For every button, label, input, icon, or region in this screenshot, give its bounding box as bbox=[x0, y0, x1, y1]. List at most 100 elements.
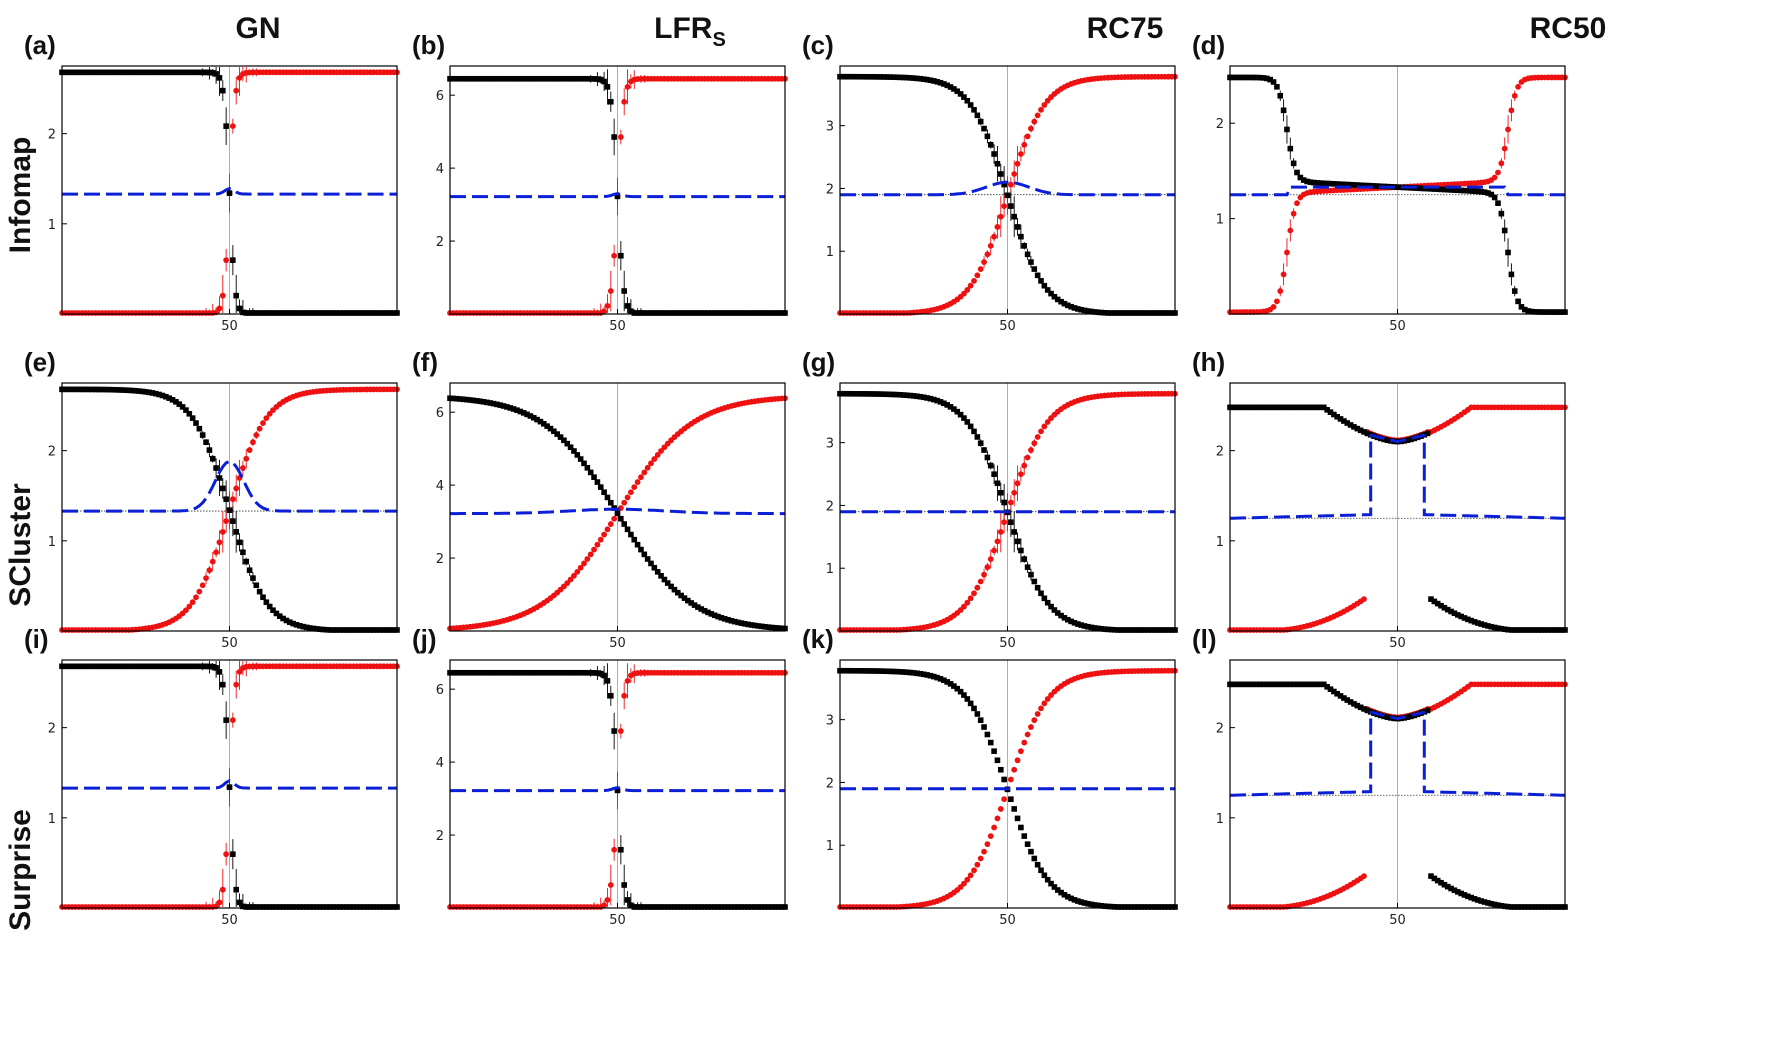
black-point bbox=[370, 904, 377, 910]
black-point bbox=[698, 904, 705, 910]
panel-g: (g) 1 2 3 50 bbox=[802, 347, 1178, 651]
red-point bbox=[607, 882, 614, 888]
black-point bbox=[317, 904, 323, 910]
black-point bbox=[1031, 266, 1038, 272]
black-point bbox=[463, 75, 470, 82]
black-point bbox=[974, 711, 981, 717]
black-point bbox=[380, 904, 387, 910]
black-point bbox=[500, 75, 507, 82]
y-tick-label: 1 bbox=[826, 562, 834, 577]
red-point bbox=[1290, 210, 1297, 217]
black-point bbox=[557, 434, 564, 440]
red-point bbox=[994, 815, 1001, 822]
black-point bbox=[270, 310, 276, 316]
black-point bbox=[778, 904, 785, 910]
black-point bbox=[1071, 897, 1078, 903]
black-point bbox=[1024, 841, 1031, 847]
black-point bbox=[1304, 178, 1310, 185]
black-point bbox=[1351, 701, 1357, 707]
black-point bbox=[1478, 898, 1485, 904]
black-point bbox=[1041, 282, 1048, 289]
black-point bbox=[1105, 310, 1111, 316]
black-point bbox=[1024, 564, 1031, 570]
x-tick-label: 50 bbox=[609, 319, 626, 334]
black-point bbox=[937, 79, 944, 86]
black-point bbox=[910, 393, 917, 399]
black-point bbox=[497, 402, 504, 408]
black-point bbox=[941, 400, 947, 407]
black-point bbox=[1014, 815, 1021, 822]
black-point bbox=[1158, 904, 1165, 910]
black-point bbox=[1290, 160, 1297, 167]
black-point bbox=[343, 904, 350, 910]
black-point bbox=[1458, 890, 1464, 897]
y-tick-label: 4 bbox=[436, 479, 444, 494]
black-point bbox=[490, 669, 497, 676]
black-point bbox=[213, 665, 219, 671]
red-point bbox=[229, 717, 236, 724]
black-point bbox=[287, 904, 293, 910]
black-point bbox=[853, 391, 860, 397]
x-tick-label: 50 bbox=[609, 636, 626, 651]
red-point bbox=[246, 447, 253, 453]
black-point bbox=[847, 73, 853, 80]
black-point bbox=[360, 310, 367, 316]
y-tick-label: 1 bbox=[48, 535, 56, 550]
red-point bbox=[658, 448, 664, 454]
black-point bbox=[189, 415, 196, 421]
black-point bbox=[450, 75, 457, 82]
black-point bbox=[1485, 190, 1491, 196]
black-point bbox=[1552, 309, 1558, 315]
black-point bbox=[914, 393, 920, 400]
black-point bbox=[880, 668, 887, 674]
black-point bbox=[89, 386, 95, 393]
red-point bbox=[967, 872, 974, 879]
red-point bbox=[641, 469, 648, 476]
black-point bbox=[1155, 627, 1162, 633]
black-point bbox=[1091, 902, 1098, 908]
black-point bbox=[337, 627, 343, 633]
black-point bbox=[597, 76, 604, 83]
black-point bbox=[874, 391, 880, 397]
black-point bbox=[551, 669, 557, 676]
black-point bbox=[159, 69, 166, 76]
black-point bbox=[731, 618, 738, 625]
black-point bbox=[934, 78, 940, 85]
black-point bbox=[1307, 681, 1314, 688]
black-point bbox=[1545, 309, 1552, 315]
black-point bbox=[1478, 188, 1485, 195]
black-point bbox=[206, 663, 213, 670]
black-point bbox=[1254, 681, 1260, 688]
black-point bbox=[129, 69, 136, 76]
black-point bbox=[1344, 697, 1351, 703]
black-point bbox=[880, 391, 887, 397]
black-point bbox=[354, 627, 360, 633]
black-point bbox=[65, 69, 72, 76]
black-point bbox=[323, 626, 330, 633]
black-point bbox=[524, 669, 530, 676]
black-point bbox=[917, 75, 924, 82]
black-point bbox=[745, 904, 751, 910]
red-point bbox=[209, 558, 216, 565]
red-point bbox=[964, 599, 971, 606]
black-point bbox=[136, 69, 142, 76]
black-point bbox=[1374, 183, 1381, 189]
black-point bbox=[1098, 625, 1105, 632]
black-point bbox=[638, 546, 644, 553]
black-point bbox=[1111, 627, 1118, 633]
black-point bbox=[628, 531, 634, 538]
black-point bbox=[92, 386, 99, 393]
black-point bbox=[1317, 681, 1324, 688]
black-point bbox=[541, 669, 547, 676]
blue-series-line bbox=[450, 786, 785, 793]
black-point bbox=[146, 389, 152, 396]
black-point bbox=[718, 614, 725, 621]
black-point bbox=[853, 73, 860, 80]
black-point bbox=[317, 310, 323, 316]
black-point bbox=[1297, 681, 1304, 688]
black-point bbox=[1111, 904, 1118, 910]
x-tick-label: 50 bbox=[999, 913, 1016, 928]
black-point bbox=[1438, 602, 1444, 609]
black-point bbox=[1132, 904, 1138, 910]
black-point bbox=[1058, 298, 1064, 305]
